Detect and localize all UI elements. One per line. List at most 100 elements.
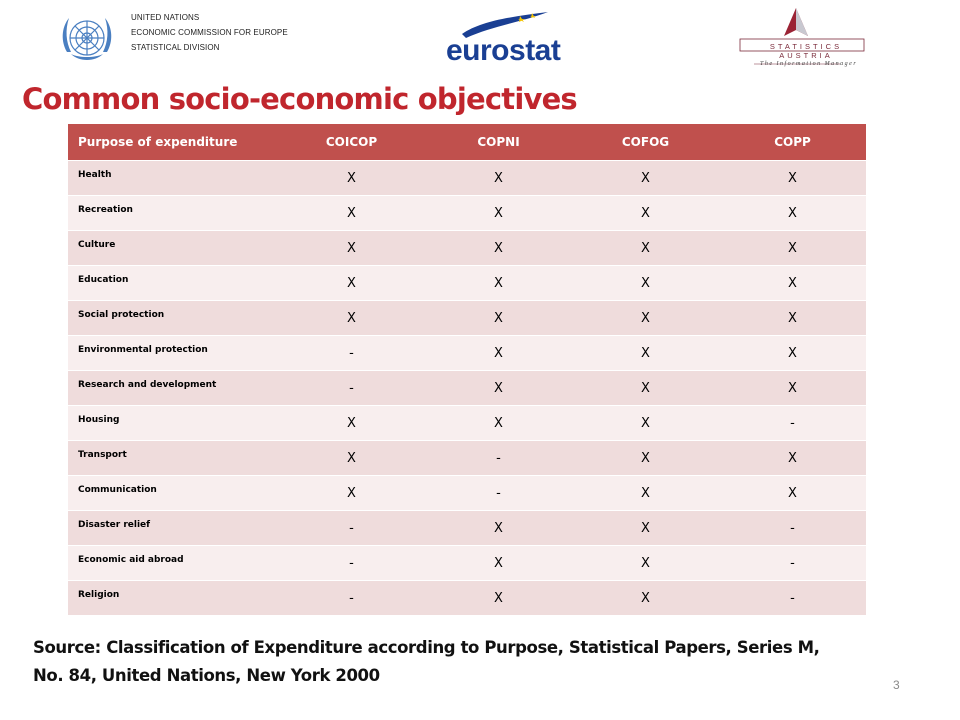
un-line-3: STATISTICAL DIVISION bbox=[131, 43, 220, 52]
row-purpose-label: Health bbox=[68, 160, 278, 196]
table-row: Disaster relief - X X - bbox=[68, 510, 866, 546]
table-row: Health X X X X bbox=[68, 160, 866, 196]
table-cell: X bbox=[572, 160, 719, 196]
table-row: Recreation X X X X bbox=[68, 195, 866, 231]
row-purpose-label: Communication bbox=[68, 475, 278, 511]
header-copni: COPNI bbox=[425, 124, 572, 161]
table-cell: X bbox=[719, 475, 866, 511]
eurostat-logo bbox=[462, 12, 548, 38]
table-row: Environmental protection - X X X bbox=[68, 335, 866, 371]
table-cell: X bbox=[719, 195, 866, 231]
table-cell: X bbox=[425, 160, 572, 196]
table-row: Education X X X X bbox=[68, 265, 866, 301]
table-cell: X bbox=[425, 370, 572, 406]
table-row: Transport X - X X bbox=[68, 440, 866, 476]
un-emblem-logo bbox=[62, 18, 112, 60]
table-cell: X bbox=[572, 265, 719, 301]
table-cell: - bbox=[425, 475, 572, 511]
table-cell: X bbox=[572, 370, 719, 406]
table-cell: - bbox=[719, 510, 866, 546]
table-cell: X bbox=[278, 230, 425, 266]
un-line-2: ECONOMIC COMMISSION FOR EUROPE bbox=[131, 28, 288, 37]
table-cell: - bbox=[278, 370, 425, 406]
table-row: Religion - X X - bbox=[68, 580, 866, 616]
source-line-2: No. 84, United Nations, New York 2000 bbox=[33, 666, 380, 685]
table-cell: X bbox=[719, 335, 866, 371]
table-cell: - bbox=[278, 335, 425, 371]
row-purpose-label: Research and development bbox=[68, 370, 278, 406]
table-cell: X bbox=[572, 580, 719, 616]
statistics-austria-tagline: The Information Manager bbox=[760, 61, 858, 67]
table-cell: - bbox=[278, 580, 425, 616]
table-cell: X bbox=[425, 545, 572, 581]
table-cell: - bbox=[719, 405, 866, 441]
row-purpose-label: Social protection bbox=[68, 300, 278, 336]
table-cell: X bbox=[719, 370, 866, 406]
table-cell: X bbox=[572, 335, 719, 371]
statistics-austria-name: STATISTICS AUSTRIA bbox=[769, 42, 843, 60]
table-cell: X bbox=[572, 510, 719, 546]
table-cell: X bbox=[572, 195, 719, 231]
table-cell: - bbox=[425, 440, 572, 476]
table-cell: X bbox=[278, 475, 425, 511]
header-copp: COPP bbox=[719, 124, 866, 161]
row-purpose-label: Disaster relief bbox=[68, 510, 278, 546]
table-header-row: Purpose of expenditure COICOP COPNI COFO… bbox=[68, 124, 866, 161]
table-row: Social protection X X X X bbox=[68, 300, 866, 336]
table-cell: X bbox=[719, 160, 866, 196]
table-cell: - bbox=[719, 545, 866, 581]
table-cell: X bbox=[425, 405, 572, 441]
table-cell: X bbox=[719, 230, 866, 266]
table-cell: X bbox=[572, 300, 719, 336]
table-body: Health X X X X Recreation X X X X Culture X X X X Educa… bbox=[68, 160, 866, 616]
table-cell: X bbox=[278, 195, 425, 231]
table-cell: X bbox=[278, 440, 425, 476]
table-cell: X bbox=[572, 475, 719, 511]
un-ece-text: UNITED NATIONS ECONOMIC COMMISSION FOR E… bbox=[131, 10, 288, 55]
row-purpose-label: Housing bbox=[68, 405, 278, 441]
table-cell: - bbox=[278, 545, 425, 581]
table-row: Housing X X X - bbox=[68, 405, 866, 441]
statistics-austria-logo bbox=[739, 8, 865, 65]
table-cell: X bbox=[278, 300, 425, 336]
source-citation: Source: Classification of Expenditure ac… bbox=[33, 634, 913, 690]
row-purpose-label: Transport bbox=[68, 440, 278, 476]
table-cell: X bbox=[719, 300, 866, 336]
row-purpose-label: Economic aid abroad bbox=[68, 545, 278, 581]
row-purpose-label: Recreation bbox=[68, 195, 278, 231]
table-cell: X bbox=[425, 300, 572, 336]
table-cell: X bbox=[719, 265, 866, 301]
row-purpose-label: Environmental protection bbox=[68, 335, 278, 371]
table-cell: X bbox=[572, 545, 719, 581]
table-cell: X bbox=[572, 405, 719, 441]
table-cell: X bbox=[425, 510, 572, 546]
header-cofog: COFOG bbox=[572, 124, 719, 161]
table-cell: X bbox=[719, 440, 866, 476]
un-line-1: UNITED NATIONS bbox=[131, 13, 200, 22]
table-cell: X bbox=[425, 335, 572, 371]
table-row: Research and development - X X X bbox=[68, 370, 866, 406]
header-coicop: COICOP bbox=[278, 124, 425, 161]
row-purpose-label: Education bbox=[68, 265, 278, 301]
slide-title: Common socio-economic objectives bbox=[22, 82, 578, 116]
table-cell: - bbox=[719, 580, 866, 616]
table-cell: X bbox=[572, 230, 719, 266]
table-cell: X bbox=[572, 440, 719, 476]
row-purpose-label: Culture bbox=[68, 230, 278, 266]
table-cell: X bbox=[425, 195, 572, 231]
table-row: Economic aid abroad - X X - bbox=[68, 545, 866, 581]
table-cell: X bbox=[425, 580, 572, 616]
objectives-table: Purpose of expenditure COICOP COPNI COFO… bbox=[68, 124, 866, 616]
table-row: Culture X X X X bbox=[68, 230, 866, 266]
table-cell: X bbox=[278, 160, 425, 196]
page-number: 3 bbox=[893, 678, 900, 692]
table-cell: - bbox=[278, 510, 425, 546]
eurostat-wordmark: eurostat bbox=[446, 34, 561, 67]
header-purpose: Purpose of expenditure bbox=[68, 124, 278, 161]
table-cell: X bbox=[278, 405, 425, 441]
source-line-1: Source: Classification of Expenditure ac… bbox=[33, 638, 820, 657]
table-cell: X bbox=[278, 265, 425, 301]
table-cell: X bbox=[425, 230, 572, 266]
table-row: Communication X - X X bbox=[68, 475, 866, 511]
table-cell: X bbox=[425, 265, 572, 301]
